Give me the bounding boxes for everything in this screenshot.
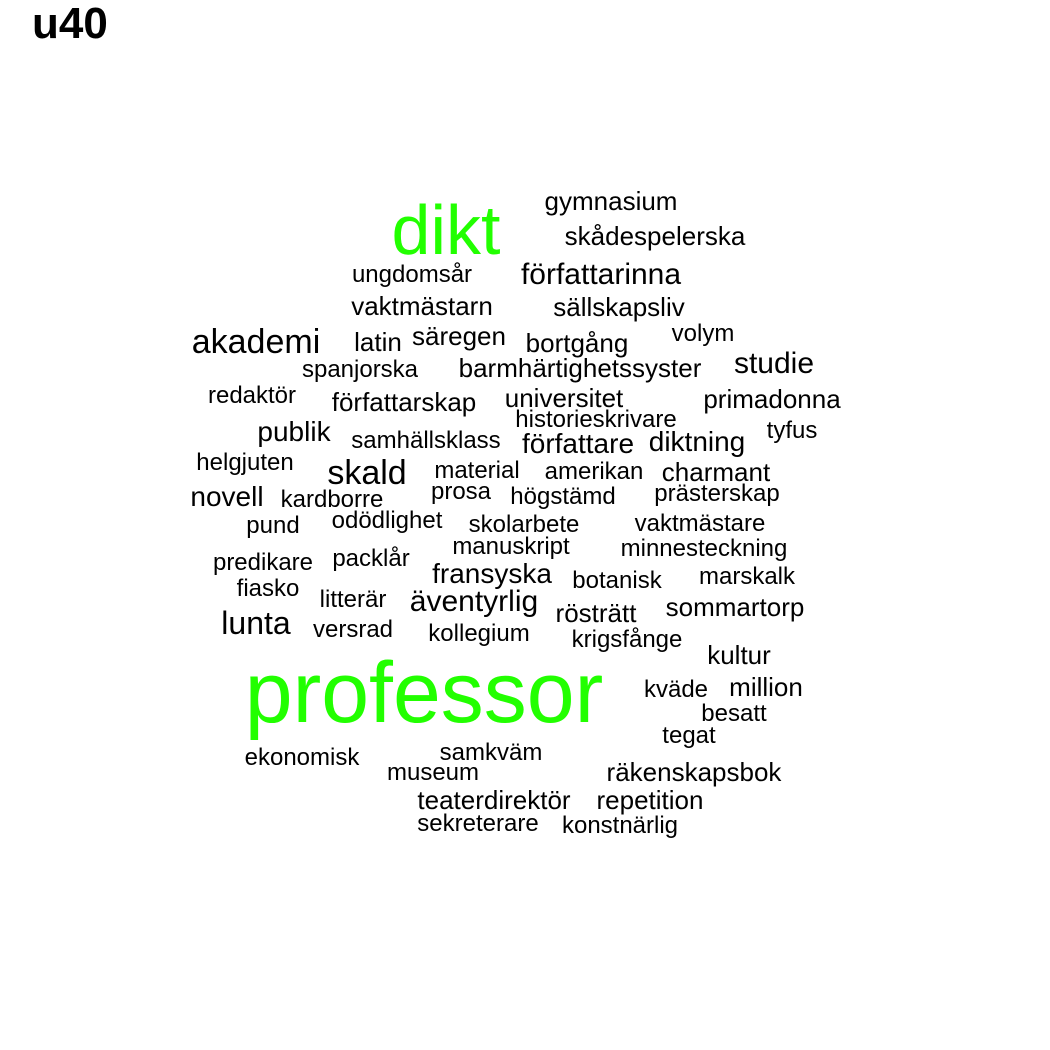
cloud-word-kardborre: kardborre	[280, 486, 384, 513]
cloud-word-dikt: dikt	[391, 191, 501, 269]
cloud-word-vaktmastare: vaktmästare	[634, 510, 766, 537]
cloud-word-saregen: säregen	[412, 321, 506, 351]
cloud-word-forfattarinna: författarinna	[520, 258, 682, 291]
cloud-word-samhallsklass: samhällsklass	[351, 427, 501, 454]
cloud-word-skadespelerska: skådespelerska	[564, 221, 746, 251]
cloud-word-hogstamd: högstämd	[510, 483, 616, 510]
cloud-word-skolarbete: skolarbete	[468, 511, 580, 538]
cloud-word-publik: publik	[257, 416, 331, 447]
cloud-word-prosa: prosa	[430, 478, 492, 505]
cloud-word-marskalk: marskalk	[698, 563, 796, 590]
cloud-word-lunta: lunta	[221, 605, 291, 641]
cloud-word-predikare: predikare	[212, 549, 314, 576]
cloud-word-ungdomsar: ungdomsår	[351, 261, 473, 288]
cloud-word-latin: latin	[354, 327, 402, 357]
cloud-word-redaktor: redaktör	[207, 382, 297, 409]
cloud-word-ododlighet: odödlighet	[331, 507, 443, 534]
cloud-word-kollegium: kollegium	[428, 620, 530, 647]
cloud-word-skald: skald	[327, 454, 407, 492]
cloud-word-teaterdirektor: teaterdirektör	[417, 785, 571, 815]
cloud-word-universitet: universitet	[504, 383, 624, 413]
cloud-word-million: million	[729, 672, 803, 702]
cloud-word-samkvam: samkväm	[439, 739, 543, 766]
cloud-word-bortgang: bortgång	[525, 328, 629, 358]
cloud-word-forfattarskap: författarskap	[331, 387, 477, 417]
cloud-word-volym: volym	[671, 320, 735, 347]
cloud-word-novell: novell	[190, 481, 264, 512]
cloud-word-gymnasium: gymnasium	[544, 186, 678, 216]
cloud-word-ekonomisk: ekonomisk	[244, 744, 360, 771]
cloud-word-akademi: akademi	[191, 323, 321, 361]
cloud-word-litterar: litterär	[319, 586, 387, 613]
cloud-word-besatt: besatt	[701, 700, 767, 727]
page-title: u40	[32, 0, 108, 48]
cloud-word-kvade: kväde	[643, 676, 709, 703]
cloud-word-barmhartighetssyster: barmhärtighetssyster	[458, 353, 702, 383]
cloud-word-forfattare: författare	[521, 428, 635, 459]
cloud-word-krigsfange: krigsfånge	[571, 626, 683, 653]
cloud-word-repetition: repetition	[596, 785, 704, 815]
cloud-word-fransyska: fransyska	[432, 558, 552, 589]
cloud-word-spanjorska: spanjorska	[301, 356, 419, 383]
cloud-word-studie: studie	[733, 347, 815, 380]
cloud-word-professor: professor	[244, 645, 604, 741]
cloud-word-helgjuten: helgjuten	[196, 449, 294, 476]
cloud-word-charmant: charmant	[661, 457, 771, 487]
cloud-word-sommartorp: sommartorp	[665, 592, 805, 622]
cloud-word-primadonna: primadonna	[703, 384, 841, 414]
cloud-word-pund: pund	[246, 512, 300, 539]
cloud-word-rakenskapsbok: räkenskapsbok	[606, 757, 782, 787]
cloud-word-fiasko: fiasko	[236, 575, 300, 602]
cloud-word-versrad: versrad	[312, 616, 394, 643]
cloud-word-sallskapsliv: sällskapsliv	[553, 292, 685, 322]
cloud-word-rostratt: rösträtt	[555, 598, 637, 628]
cloud-word-botanisk: botanisk	[572, 567, 662, 594]
cloud-word-aventyrlig: äventyrlig	[409, 585, 539, 618]
cloud-word-tegat: tegat	[662, 722, 716, 749]
cloud-word-tyfus: tyfus	[766, 417, 818, 444]
cloud-word-vaktmastarn: vaktmästarn	[351, 291, 493, 321]
cloud-word-kultur: kultur	[707, 640, 771, 670]
cloud-word-manuskript: manuskript	[452, 533, 570, 560]
cloud-word-historieskrivare: historieskrivare	[515, 406, 677, 433]
cloud-word-packlar: packlår	[332, 545, 410, 572]
cloud-word-amerikan: amerikan	[544, 458, 644, 485]
cloud-word-konstnarlig: konstnärlig	[561, 812, 679, 839]
cloud-word-prasterskap: prästerskap	[654, 480, 780, 507]
cloud-word-museum: museum	[386, 759, 480, 786]
cloud-word-diktning: diktning	[648, 426, 746, 457]
cloud-word-minnesteckning: minnesteckning	[620, 535, 788, 562]
cloud-word-material: material	[434, 457, 520, 484]
cloud-word-sekreterare: sekreterare	[417, 810, 539, 837]
